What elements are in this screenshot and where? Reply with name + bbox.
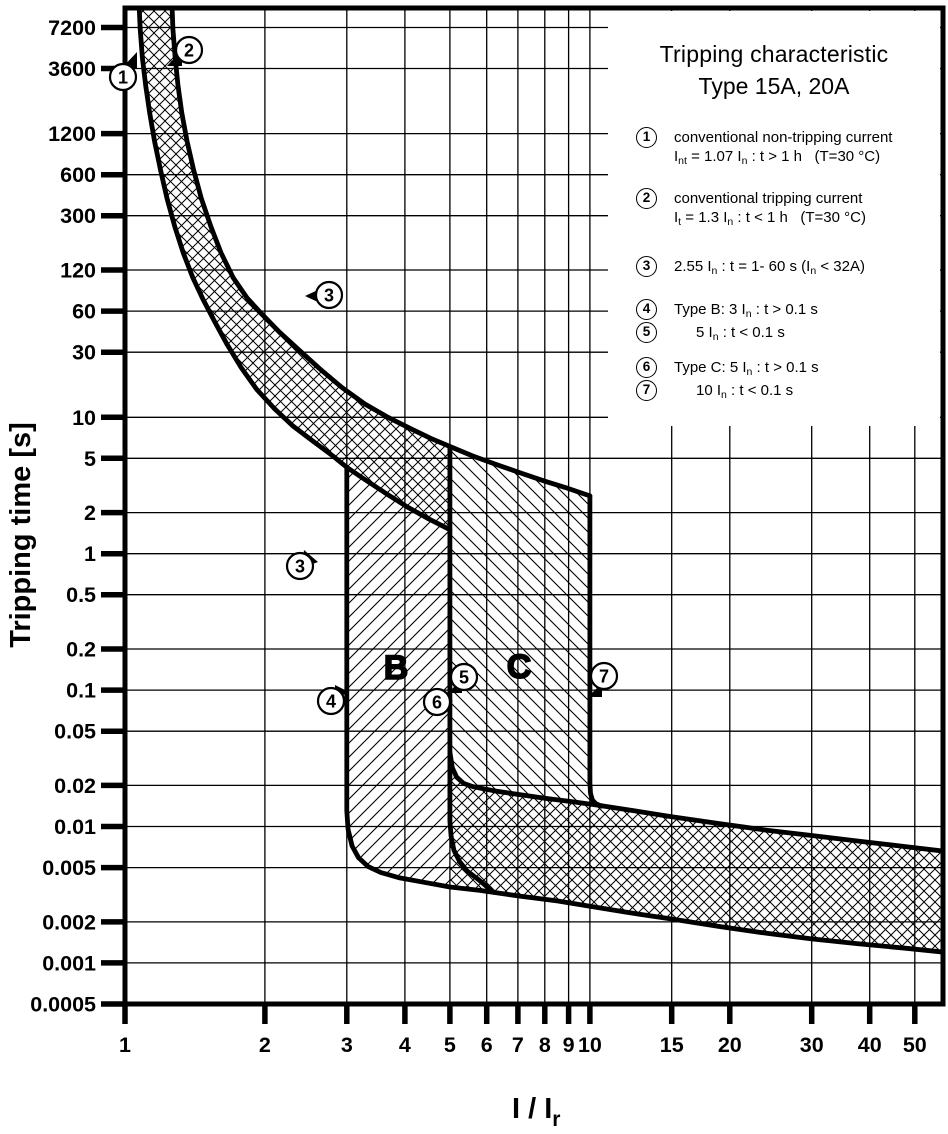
x-tick-label: 9 [563,1033,575,1057]
legend-item-number: 4 [636,299,657,320]
y-tick-label: 3600 [48,57,96,81]
y-tick-label: 1200 [48,122,96,146]
y-tick-label: 0.001 [42,951,96,975]
boundary-curves [136,8,943,955]
curve-type-b-lower-magnetic-boundary [344,464,943,955]
y-tick-label: 60 [72,300,96,324]
region-type-b-region [346,467,450,887]
legend-item-text: conventional tripping current It = 1.3 In… [674,190,866,228]
y-tick-label: 10 [72,406,96,430]
legend-title: Tripping characteristic [659,41,889,67]
x-tick-label: 1 [119,1033,131,1057]
curve-markers: 1 2 3 3 4 56 7 [108,35,619,717]
x-tick-label: 8 [539,1033,551,1057]
y-axis: 7200 3600 1200 600 300 120 60 30 10 5 2 1 0.5 0.2 0.1 0… [30,16,123,1017]
legend-item-text: conventional non-tripping current Int = 1… [674,129,893,167]
legend-item-text: Type B: 3 In : t > 0.1 s [674,301,818,320]
y-tick-label: 5 [84,447,96,471]
legend-item-text: Type C: 5 In : t > 0.1 s [674,359,819,378]
x-axis: 1 2 3 4 5 6 7 8 9 10 15 20 30 40 50 [119,1006,927,1057]
legend-item-number: 2 [636,188,657,209]
legend-item-number: 5 [636,322,657,343]
y-tick-label: 2 [84,501,96,525]
marker-number: 4 [326,692,336,712]
x-tick-label: 3 [341,1033,353,1057]
marker-circle-6 [422,687,452,717]
y-tick-label: 120 [60,259,96,283]
x-tick-label: 40 [858,1033,882,1057]
y-tick-label: 0.002 [42,910,96,934]
y-tick-label: 0.2 [66,638,96,662]
marker-circle-3 [314,280,344,310]
legend-item-number: 7 [636,380,657,401]
y-tick-label: 0.005 [42,856,96,880]
marker-number: 7 [599,667,609,687]
marker-number: 6 [432,693,442,713]
region-label-C: C [507,648,532,686]
region-label-B: B [384,649,409,687]
legend-item-text: 2.55 In : t = 1- 60 s (In < 32A) [674,258,865,277]
x-tick-label: 15 [660,1033,684,1057]
x-tick-label: 50 [903,1033,927,1057]
y-tick-label: 600 [60,163,96,187]
y-axis-title: Tripping time [s] [5,422,37,648]
curve-upper-magnetic-clearing-boundary [447,749,943,854]
marker-circle-5 [449,662,479,692]
marker-circle-1 [108,62,138,92]
legend-item-text: 5 In : t < 0.1 s [696,324,785,343]
plot-frame [122,5,946,1007]
marker-circle-4 [316,686,346,716]
y-tick-label: 0.5 [66,583,96,607]
y-tick-label: 0.1 [66,679,96,703]
marker-number: 2 [184,41,194,61]
region-type-c-region [449,446,602,807]
marker-number: 1 [118,68,128,88]
y-tick-label: 0.02 [54,774,96,798]
y-tick-label: 30 [72,341,96,365]
y-tick-label: 0.05 [54,720,96,744]
x-tick-label: 4 [399,1033,411,1057]
x-tick-label: 5 [444,1033,456,1057]
curve-conventional-non-tripping-boundary [136,8,453,533]
marker-number: 5 [459,668,469,688]
x-tick-label: 20 [718,1033,742,1057]
marker-circle-2 [174,35,204,65]
x-tick-label: 7 [512,1033,524,1057]
x-tick-label: 6 [481,1033,493,1057]
curve-conventional-tripping-boundary [169,8,593,499]
y-tick-label: 0.0005 [30,993,96,1017]
legend-item-number: 3 [636,256,657,277]
marker-number: 3 [324,286,334,306]
legend-subtitle: Type 15A, 20A [698,73,850,99]
marker-circle-3 [285,551,315,581]
legend-item-number: 6 [636,357,657,378]
y-tick-label: 300 [60,204,96,228]
x-tick-label: 10 [578,1033,602,1057]
marker-circle-7 [589,661,619,691]
curve-type-c-lower-magnetic-boundary [447,444,496,895]
legend-item-number: 1 [636,127,657,148]
legend-item-text: 10 In : t < 0.1 s [696,382,794,401]
marker-number: 3 [295,557,305,577]
y-tick-label: 0.01 [54,815,96,839]
x-tick-label: 2 [259,1033,271,1057]
curve-type-c-upper-magnetic-boundary [587,493,604,809]
x-tick-label: 30 [800,1033,824,1057]
y-tick-label: 1 [84,542,96,566]
y-tick-label: 7200 [48,16,96,40]
